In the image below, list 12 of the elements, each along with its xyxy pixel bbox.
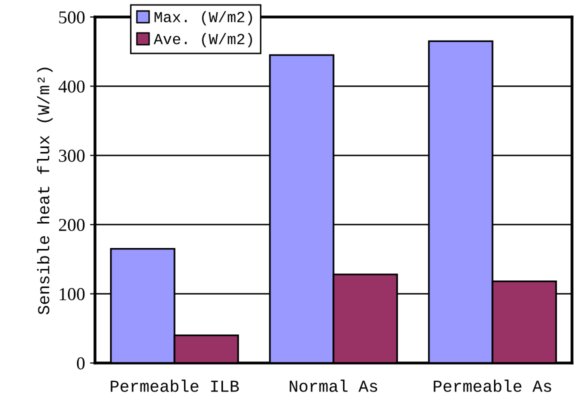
- y-tick-label: 500: [59, 11, 85, 24]
- y-axis-title: Sensible heat flux (W/m²): [37, 68, 53, 314]
- legend-label: Ave. (W/m2): [154, 33, 252, 48]
- y-tick-label: 100: [60, 288, 85, 300]
- x-tick-label: Normal As: [290, 380, 378, 392]
- legend-label: Max. (W/m2): [154, 11, 252, 26]
- y-tick-label: 200: [58, 218, 85, 232]
- y-tick-label: 0: [76, 357, 85, 370]
- x-tick-label: Permeable As: [434, 380, 552, 392]
- y-tick-label: 300: [59, 150, 85, 162]
- y-tick-label: 400: [58, 80, 85, 93]
- x-tick-label: Permeable ILB: [110, 380, 239, 392]
